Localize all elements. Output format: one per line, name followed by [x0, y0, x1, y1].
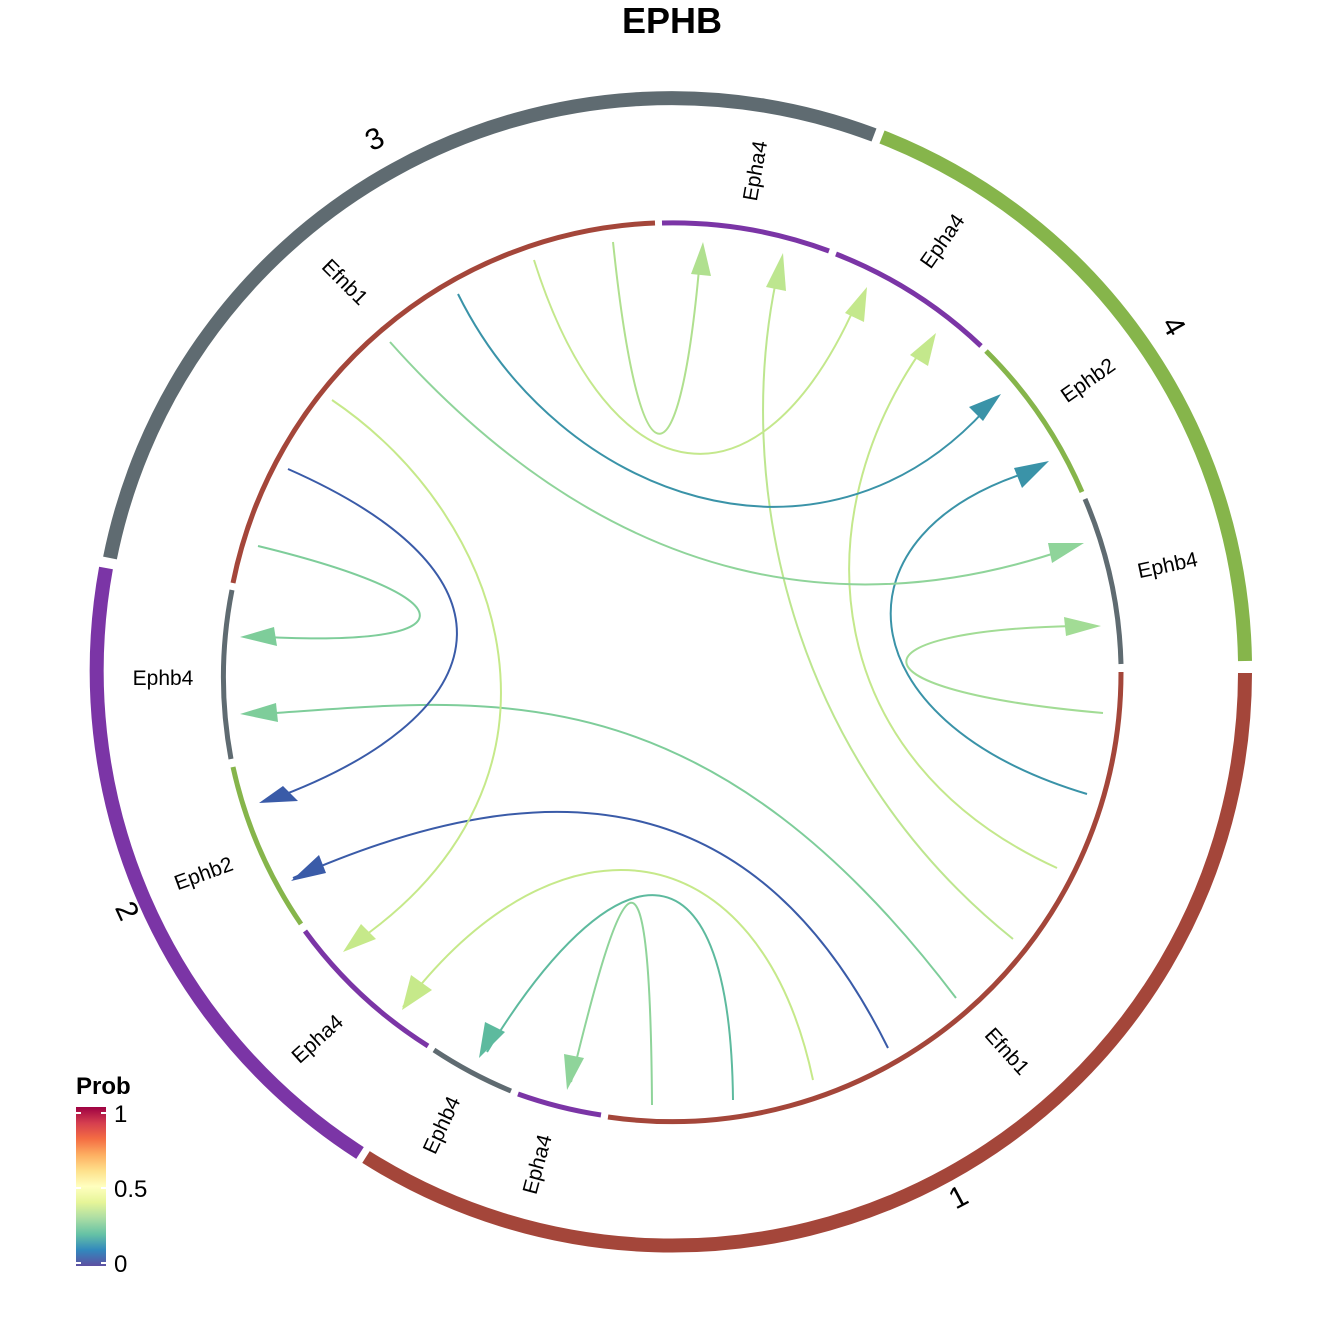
link-5-arrowhead: [1014, 461, 1049, 488]
gene-arc-ephb4-2: [432, 1047, 512, 1094]
gene-label-ephb2-2: Ephb2: [171, 853, 236, 895]
gene-arc-ephb2-2: [230, 766, 304, 926]
link-7-arrowhead: [910, 333, 936, 366]
chart-title: EPHB: [622, 0, 722, 41]
link-4-arrowhead: [564, 1054, 584, 1090]
group-label-2: 2: [108, 896, 145, 925]
gene-arc-epha4-4: [835, 251, 983, 348]
link-2-arrowhead: [402, 975, 432, 1010]
group-label-1: 1: [943, 1179, 973, 1216]
link-12-arrowhead: [1048, 543, 1084, 563]
gene-label-epha4-2b: Epha4: [287, 1010, 348, 1068]
link-15-arrowhead: [845, 287, 867, 322]
legend-tick-05: 0.5: [114, 1176, 147, 1203]
link-9: [269, 468, 458, 801]
gene-arc-epha4-3: [661, 220, 830, 254]
gene-label-ephb2-4: Ephb2: [1057, 354, 1120, 408]
group-arc-3: [103, 91, 877, 560]
gene-label-epha4-2a: Epha4: [519, 1132, 557, 1197]
gene-label-ephb4-4: Ephb4: [1136, 548, 1200, 583]
gene-arc-efnb1-3: [230, 220, 656, 584]
link-3: [486, 894, 734, 1101]
link-2: [402, 868, 814, 1081]
gene-arc-epha4-2b: [302, 929, 430, 1049]
gene-label-ephb4-2: Ephb4: [419, 1093, 466, 1158]
gene-arc-ephb2-4: [984, 349, 1085, 493]
link-layer: [240, 241, 1104, 1106]
link-11: [331, 399, 502, 943]
link-12: [389, 341, 1068, 586]
link-6-arrowhead: [1064, 617, 1101, 636]
gene-arc-efnb1-1: [607, 671, 1124, 1125]
legend-colorbar: [76, 1107, 106, 1266]
group-label-4: 4: [1155, 311, 1192, 342]
link-4: [570, 901, 653, 1106]
link-8-arrowhead: [766, 253, 786, 291]
outer-group-ring: [89, 91, 1252, 1253]
link-0-arrowhead: [291, 855, 326, 881]
link-8: [762, 266, 1014, 940]
gene-label-epha4-3: Epha4: [739, 139, 772, 203]
link-1-arrowhead: [240, 703, 278, 722]
group-arc-1: [362, 672, 1252, 1253]
link-13-arrowhead: [969, 394, 1001, 421]
link-3-arrowhead: [479, 1022, 505, 1058]
legend-title: Prob: [76, 1073, 131, 1100]
group-arc-2: [89, 566, 364, 1159]
link-13: [457, 293, 986, 508]
legend: Prob 1 0.5 0: [76, 1073, 147, 1278]
gene-label-efnb1-1: Efnb1: [980, 1024, 1034, 1080]
gene-label-efnb1-3: Efnb1: [317, 255, 372, 310]
gene-arc-epha4-2a: [517, 1091, 602, 1118]
link-5: [889, 469, 1088, 795]
gene-arc-ephb4-3: [220, 589, 235, 760]
link-10-arrowhead: [240, 627, 277, 646]
link-14-arrowhead: [691, 242, 711, 276]
link-11-arrowhead: [343, 924, 376, 952]
inner-gene-ring: [220, 220, 1124, 1125]
link-6: [905, 625, 1104, 714]
gene-label-ephb4-3: Ephb4: [133, 667, 194, 690]
legend-tick-1: 1: [114, 1101, 127, 1128]
link-1: [259, 703, 957, 999]
link-7: [848, 344, 1058, 869]
group-label-3: 3: [360, 121, 389, 158]
link-10: [249, 545, 421, 640]
gene-label-epha4-4: Epha4: [916, 210, 970, 273]
group-arc-4: [879, 130, 1252, 662]
link-15: [533, 259, 857, 455]
legend-tick-0: 0: [114, 1251, 127, 1278]
gene-arc-ephb4-4: [1082, 498, 1124, 665]
link-0: [292, 810, 889, 1049]
link-14: [612, 241, 701, 435]
link-9-arrowhead: [259, 786, 298, 803]
